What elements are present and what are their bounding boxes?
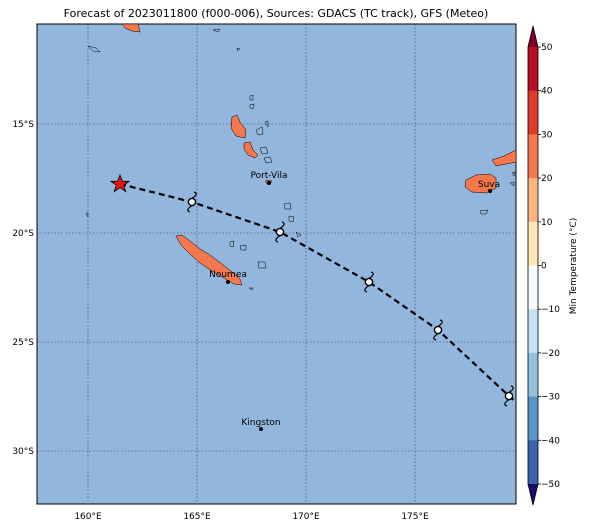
lat-tick-30: 30°S [12, 447, 34, 457]
city-suva: Suva [478, 180, 500, 193]
land-fiji-vanua-levu [491, 149, 517, 167]
star-icon [109, 173, 131, 193]
colorbar-label: Min Temperature (°C) [569, 218, 579, 315]
cyclone-icon [275, 221, 285, 243]
colorbar-tick-label: −40 [541, 436, 560, 446]
cyclone-icon [364, 271, 374, 293]
colorbar-swatch [528, 440, 538, 485]
colorbar-swatch [528, 134, 538, 179]
colorbar-swatch [528, 352, 538, 398]
colorbar-tick-label: 30 [541, 130, 553, 140]
colorbar-extend-min [528, 484, 538, 505]
ocean [36, 23, 517, 505]
lat-tick-15: 15°S [12, 120, 34, 130]
colorbar-swatch [528, 265, 538, 310]
colorbar-tick-label: −20 [541, 349, 560, 359]
city-noumea: Noumea [209, 270, 247, 284]
colorbar-tick-label: −10 [541, 305, 560, 315]
lon-tick-170: 170°E [292, 512, 320, 522]
land-vanuatu-mid [243, 141, 259, 159]
cyclone-icon [433, 319, 443, 341]
colorbar-extend-max [528, 26, 538, 47]
colorbar-tick-label: 20 [541, 174, 553, 184]
colorbar-swatch [528, 396, 538, 441]
colorbar-tick-label: 50 [541, 43, 553, 53]
colorbar-swatch [528, 47, 538, 92]
colorbar: 50 40 30 20 10 0 −10 −20 −30 −40 −50 Min Temperatu… [527, 25, 579, 506]
map-title: Forecast of 2023011800 (f000-006), Sourc… [63, 7, 489, 20]
city-kingston: Kingston [241, 418, 281, 431]
colorbar-swatch [528, 90, 538, 135]
colorbar-tick-label: 10 [541, 218, 553, 228]
colorbar-tick-label: 0 [541, 262, 547, 272]
colorbar-tick-label: −30 [541, 393, 560, 403]
land-new-caledonia [175, 234, 243, 286]
lon-tick-165: 165°E [183, 512, 211, 522]
city-label: Kingston [241, 418, 280, 428]
lat-tick-20: 20°S [12, 229, 34, 239]
lat-tick-25: 25°S [12, 338, 34, 348]
colorbar-tick-label: 40 [541, 87, 553, 97]
city-port-vila: Port-Vila [250, 171, 288, 185]
colorbar-tick-label: −50 [541, 480, 560, 490]
city-label: Port-Vila [250, 171, 287, 181]
cyclone-icon [504, 385, 514, 407]
land-fiji-viti-levu [464, 173, 497, 194]
lon-tick-160: 160°E [74, 512, 102, 522]
lon-tick-175: 175°E [401, 512, 429, 522]
colorbar-swatch [528, 309, 538, 354]
land [85, 23, 517, 291]
land-vanuatu-north [230, 114, 247, 139]
land-solomon [121, 23, 141, 33]
cyclone-icon [187, 191, 197, 213]
colorbar-swatch [528, 178, 538, 223]
city-label: Noumea [209, 270, 247, 280]
city-label: Suva [478, 180, 500, 190]
colorbar-swatch [528, 221, 538, 266]
